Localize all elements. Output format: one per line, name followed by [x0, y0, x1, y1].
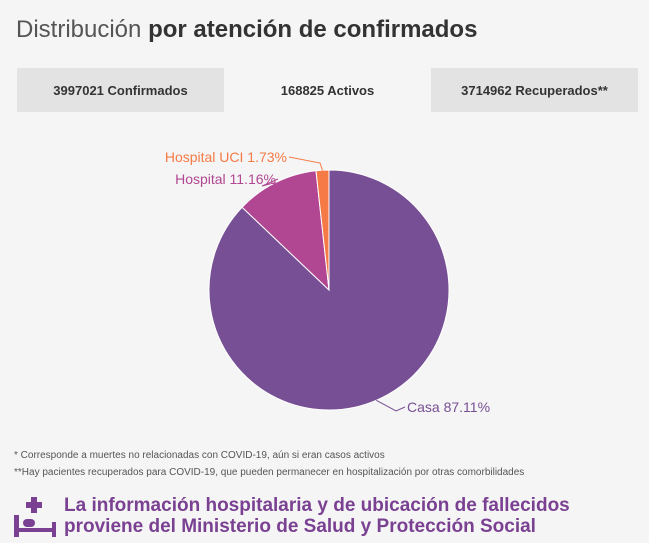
pie-slice-2[interactable]: [315, 169, 330, 291]
pie-slice-1[interactable]: [241, 170, 330, 292]
hospital-bed-icon: [14, 497, 56, 537]
info-banner-text: La información hospitalaria y de ubicaci…: [64, 495, 570, 537]
pie-chart: Casa 87.11% Hospital 11.16% Hospital UCI 1…: [0, 120, 649, 430]
info-banner: La información hospitalaria y de ubicaci…: [14, 495, 644, 537]
pie-leader-line-2: [288, 156, 323, 171]
title-prefix: Distribución: [16, 16, 142, 43]
tab-confirmados[interactable]: 3997021 Confirmados: [17, 68, 224, 112]
tab-recuperados[interactable]: 3714962 Recuperados**: [431, 68, 638, 112]
pie-leader-line-1: [261, 178, 279, 187]
pie-label-2: Hospital UCI 1.73%: [165, 149, 287, 165]
title-bold: por atención de confirmados: [148, 16, 478, 43]
tab-activos[interactable]: 168825 Activos: [224, 68, 431, 112]
footnotes: * Corresponde a muertes no relacionadas …: [14, 447, 524, 481]
pie-chart-svg: Casa 87.11% Hospital 11.16% Hospital UCI 1…: [165, 149, 490, 415]
pie-label-1: Hospital 11.16%: [175, 171, 276, 187]
page-title: Distribución por atención de confirmados: [16, 16, 477, 44]
footnote-2: **Hay pacientes recuperados para COVID-1…: [14, 467, 525, 478]
footnote-1: * Corresponde a muertes no relacionadas …: [14, 450, 385, 461]
pie-label-0: Casa 87.11%: [407, 399, 490, 415]
tab-bar: 3997021 Confirmados 168825 Activos 37149…: [17, 68, 638, 112]
pie-leader-line-0: [376, 399, 406, 412]
info-banner-line-1: La información hospitalaria y de ubicaci…: [64, 495, 570, 516]
info-banner-line-2: proviene del Ministerio de Salud y Prote…: [64, 516, 536, 537]
